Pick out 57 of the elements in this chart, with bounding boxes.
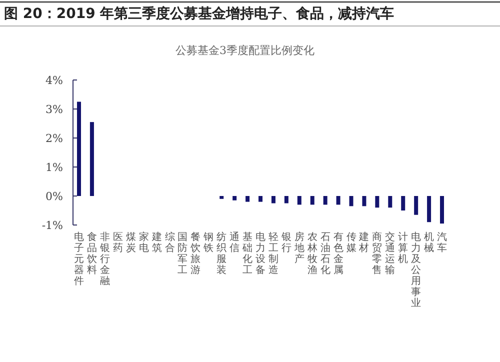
bar (246, 196, 250, 202)
bar (375, 196, 380, 208)
x-tick-label: 传媒 (346, 232, 356, 254)
x-tick-label: 通信 (230, 231, 240, 254)
x-tick-label: 电力设备 (256, 231, 266, 276)
x-tick-label: 基础化工 (242, 231, 253, 276)
x-tick-label: 电子元器件 (74, 231, 84, 287)
chart-title: 图 20：2019 年第三季度公募基金增持电子、食品，减持汽车 (4, 5, 394, 22)
chart-subtitle: 公募基金3季度配置比例变化 (176, 44, 314, 57)
y-tick-label: 3% (46, 103, 63, 116)
x-tick-label: 房地产 (293, 231, 304, 265)
x-tick-label: 石油石化 (320, 232, 330, 276)
bar (258, 196, 262, 202)
x-tick-label: 纺织服装 (216, 231, 227, 276)
bar (297, 196, 302, 205)
bar (414, 196, 418, 215)
x-tick-label: 农林牧渔 (306, 232, 318, 276)
y-tick-label: 0% (46, 190, 63, 203)
x-tick-label: 银行 (280, 232, 292, 254)
x-tick-label: 餐饮旅游 (190, 231, 201, 276)
y-tick-label: 2% (46, 132, 63, 145)
y-tick-label: 1% (46, 161, 63, 174)
x-tick-label: 钢铁 (202, 232, 214, 254)
bar (362, 196, 366, 206)
x-tick-label: 汽车 (437, 231, 447, 254)
x-tick-label: 非银行金融 (98, 231, 110, 287)
bar (271, 196, 276, 204)
x-tick-label: 建材 (358, 231, 370, 254)
bar (232, 196, 237, 200)
bar (310, 196, 314, 205)
bar (90, 122, 94, 196)
bar (427, 196, 432, 222)
bar (77, 102, 81, 196)
x-tick-label: 国防军工 (178, 232, 188, 276)
bar (349, 196, 354, 206)
x-tick-label: 有色金属 (333, 231, 344, 276)
bar (220, 196, 224, 199)
x-tick-label: 计算机 (398, 231, 408, 265)
x-tick-label: 建筑 (150, 231, 162, 254)
x-tick-label: 煤炭 (126, 231, 136, 254)
bar (284, 196, 288, 204)
x-tick-label: 轻工制造 (268, 231, 278, 276)
x-tick-label: 食品饮料 (86, 231, 97, 276)
x-tick-label: 家电 (138, 231, 149, 254)
x-tick-label: 商贸零售 (372, 231, 382, 276)
bar (401, 196, 406, 210)
bar (323, 196, 328, 205)
y-tick-label: -1% (42, 219, 63, 232)
bar (388, 196, 392, 208)
bar (440, 196, 444, 224)
x-tick-label: 机械 (424, 231, 434, 254)
x-tick-label: 医药 (112, 232, 123, 254)
x-tick-label: 电力及公用事业 (411, 231, 422, 309)
x-tick-label: 交通运输 (385, 231, 396, 276)
y-tick-label: 4% (46, 74, 63, 87)
x-tick-label: 综合 (164, 231, 175, 254)
bar (336, 196, 340, 205)
